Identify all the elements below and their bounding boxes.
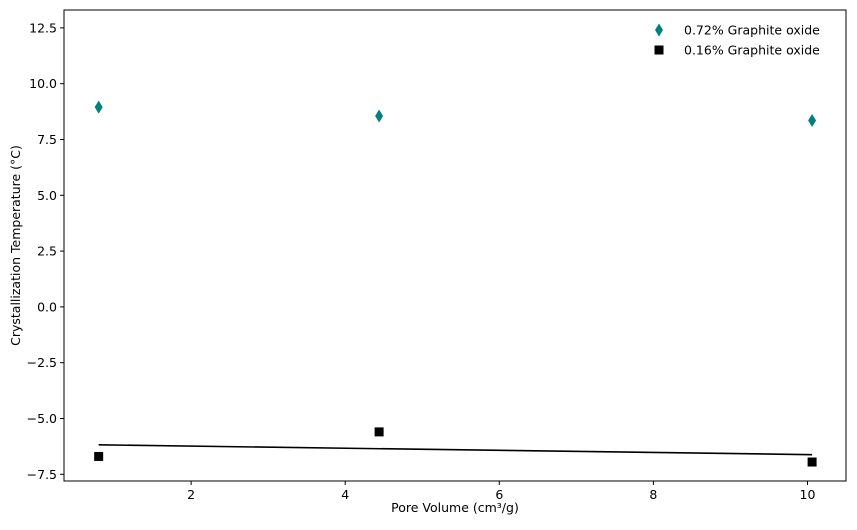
y-axis-label: Crystallization Temperature (°C) [8,145,23,346]
x-tick-label: 4 [341,487,349,502]
x-axis-ticks: 2 4 6 8 10 [187,481,815,502]
x-tick-label: 10 [800,487,816,502]
legend-label-0-16-graphite-oxide: 0.16% Graphite oxide [684,43,820,58]
y-tick-label: 7.5 [37,132,57,147]
y-tick-label: 0.0 [37,299,57,314]
data-point-diamond [375,109,384,123]
legend-diamond-icon [655,23,663,37]
data-point-square [807,457,817,467]
x-tick-label: 2 [187,487,195,502]
y-tick-label: −7.5 [27,467,57,482]
x-tick-label: 6 [495,487,503,502]
data-point-diamond [94,100,103,114]
y-tick-label: 5.0 [37,188,57,203]
data-point-diamond [808,113,817,127]
y-tick-label: 10.0 [29,76,57,91]
legend-square-icon [654,45,664,55]
y-tick-label: 2.5 [37,244,57,259]
plot-content [94,100,817,467]
data-point-square [94,451,104,461]
y-tick-label: 12.5 [29,20,57,35]
y-axis-ticks: −7.5 −5.0 −2.5 0.0 2.5 5.0 7.5 10.0 12.5 [27,20,64,482]
legend-marker-diamond [655,23,663,37]
y-tick-label: −2.5 [27,355,57,370]
legend-marker-square [654,45,664,55]
y-tick-label: −5.0 [27,411,57,426]
legend: 0.72% Graphite oxide 0.16% Graphite oxid… [654,23,820,58]
x-axis-label: Pore Volume (cm³/g) [391,500,519,515]
x-tick-label: 8 [649,487,657,502]
legend-label-0-72-graphite-oxide: 0.72% Graphite oxide [684,23,820,38]
plot-frame [63,9,847,482]
data-point-square [374,427,384,437]
fit-line [98,444,813,456]
